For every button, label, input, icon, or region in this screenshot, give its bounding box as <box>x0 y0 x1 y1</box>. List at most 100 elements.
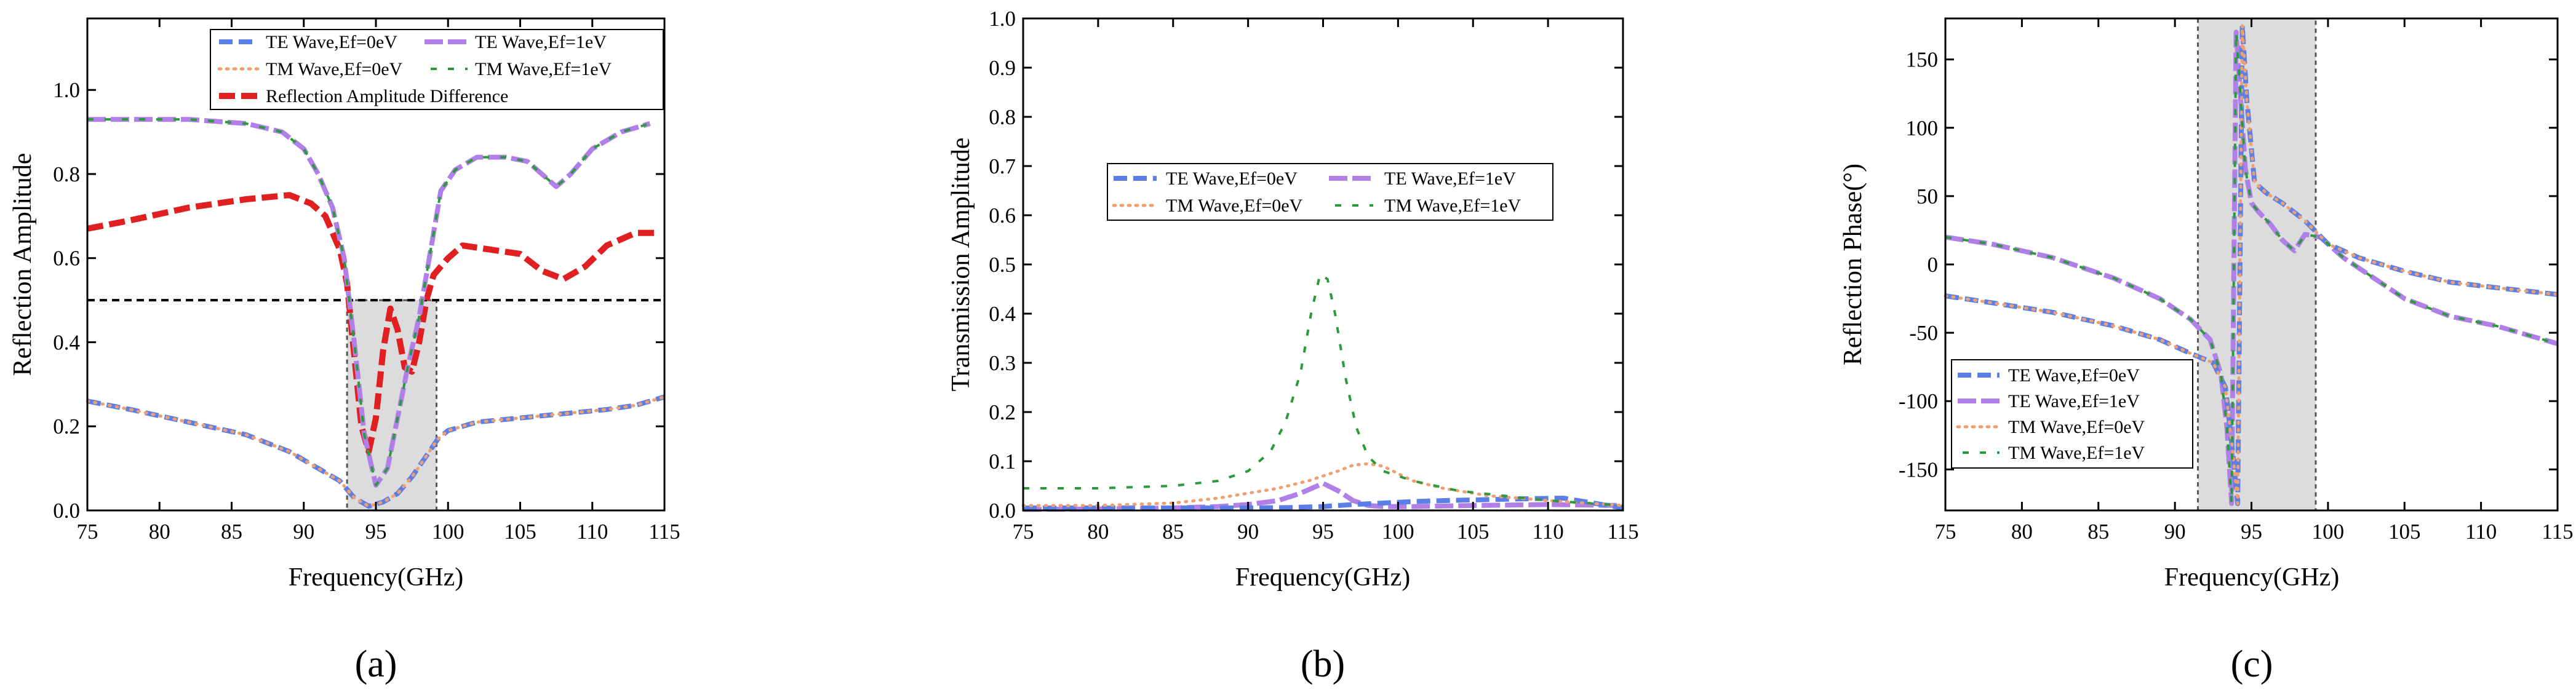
y-tick-label: 1.0 <box>989 7 1016 31</box>
x-tick-label: 85 <box>221 520 242 544</box>
x-tick-label: 100 <box>1382 520 1414 544</box>
legend: TE Wave,Ef=0eV TE Wave,Ef=1eV TM Wave,Ef… <box>210 29 664 110</box>
x-tick-label: 95 <box>2241 520 2262 544</box>
series-line-tm0 <box>1944 23 2559 506</box>
y-tick-label: 0.4 <box>989 302 1016 326</box>
panel-c: 75 80 85 90 95 100 105 110 115 -150 -100 -50 0 50 100… <box>1839 17 2574 685</box>
x-tick-label: 110 <box>576 520 608 544</box>
y-axis-ticks: -150 -100 -50 0 50 100 150 <box>1899 48 2558 482</box>
x-tick-label: 105 <box>1457 520 1489 544</box>
x-tick-label: 105 <box>504 520 536 544</box>
x-tick-label: 90 <box>2164 520 2186 544</box>
legend-label: TM Wave,Ef=0eV <box>1166 196 1303 216</box>
legend-label: TM Wave,Ef=0eV <box>2008 417 2145 437</box>
x-axis-ticks: 75 80 85 90 95 100 105 110 115 <box>77 18 680 544</box>
panel-label: (b) <box>1301 643 1345 685</box>
y-tick-label: 0.2 <box>53 414 80 438</box>
series-group <box>86 117 666 509</box>
series-line-tm1 <box>1023 273 1624 507</box>
y-tick-label: -150 <box>1899 458 1938 482</box>
legend-label: TE Wave,Ef=1eV <box>2008 391 2140 411</box>
x-tick-label: 90 <box>293 520 314 544</box>
panel-label: (a) <box>355 643 397 685</box>
x-tick-label: 115 <box>2542 520 2573 544</box>
x-tick-label: 85 <box>1162 520 1184 544</box>
legend-box <box>1951 359 2193 469</box>
legend: TE Wave,Ef=0eV TE Wave,Ef=1eV TM Wave,Ef… <box>1951 359 2193 469</box>
y-tick-label: 0.1 <box>989 450 1016 474</box>
y-tick-label: 150 <box>1906 48 1939 72</box>
y-tick-label: 0.7 <box>989 154 1016 178</box>
panel-b: 75 80 85 90 95 100 105 110 115 0.00.10.20.30.40.… <box>947 7 1639 685</box>
series-line-te1 <box>1945 30 2559 506</box>
x-tick-label: 80 <box>2011 520 2033 544</box>
x-tick-label: 100 <box>2312 520 2345 544</box>
x-tick-label: 115 <box>648 520 680 544</box>
x-axis-ticks: 75 80 85 90 95 100 105 110 115 <box>1935 18 2574 544</box>
x-tick-label: 80 <box>1087 520 1109 544</box>
y-tick-label: -100 <box>1899 389 1938 413</box>
y-tick-label: 0.8 <box>989 105 1016 129</box>
series-line-te0 <box>1023 496 1624 510</box>
series-line-diff <box>87 192 658 455</box>
y-tick-label: 0.9 <box>989 56 1016 80</box>
y-tick-label: 0.6 <box>53 247 80 271</box>
y-tick-label: 0.5 <box>989 253 1016 277</box>
y-tick-label: 0.6 <box>989 204 1016 228</box>
x-tick-label: 95 <box>1312 520 1334 544</box>
y-axis-label: Reflection Phase(°) <box>1839 164 1867 365</box>
y-tick-label: 0.2 <box>989 400 1016 424</box>
y-axis-label: Transmission Amplitude <box>947 138 975 392</box>
series-line-te1 <box>87 117 651 488</box>
series-line-tm1 <box>87 118 651 486</box>
x-tick-label: 95 <box>365 520 387 544</box>
y-tick-label: 0.4 <box>53 330 80 354</box>
series-group <box>1021 273 1625 512</box>
legend-label: TE Wave,Ef=0eV <box>1166 169 1298 189</box>
x-axis-label: Frequency(GHz) <box>289 563 464 592</box>
x-axis-label: Frequency(GHz) <box>2164 563 2340 592</box>
y-tick-label: 0.0 <box>53 499 80 523</box>
y-tick-label: 0.3 <box>989 351 1016 375</box>
legend-label: TE Wave,Ef=1eV <box>1384 169 1516 189</box>
x-tick-label: 75 <box>77 520 98 544</box>
series-group <box>1944 23 2559 506</box>
legend-label: TE Wave,Ef=0eV <box>2008 365 2140 386</box>
y-axis-ticks: 0.0 0.2 0.4 0.6 0.8 1.0 <box>53 78 664 523</box>
series-line-tm0 <box>1021 462 1625 507</box>
y-tick-label: 0.8 <box>53 162 80 186</box>
legend-label: TE Wave,Ef=1eV <box>475 32 607 52</box>
legend-label: Reflection Amplitude Difference <box>266 86 508 106</box>
y-tick-label: 0 <box>1928 253 1939 277</box>
panel-label: (c) <box>2231 643 2273 685</box>
plot-frame <box>1022 17 1624 512</box>
y-tick-label: -50 <box>1909 321 1938 345</box>
y-axis-ticks: 0.0 0.1 0.2 0.3 0.4 0.5 0.6 0.7 0.8 0.9 1.0 <box>989 7 1623 523</box>
series-line-tm1 <box>1945 31 2558 505</box>
x-tick-label: 105 <box>2388 520 2421 544</box>
x-tick-label: 110 <box>1533 520 1564 544</box>
panel-a: 75 80 85 90 95 100 105 110 115 0.0 0.2 0.4 0.6 0.8 1.… <box>9 17 680 685</box>
series-line-te1 <box>1023 481 1624 512</box>
x-tick-label: 90 <box>1237 520 1259 544</box>
legend-label: TM Wave,Ef=1eV <box>1384 196 1521 216</box>
x-axis-ticks: 75 80 85 90 95 100 105 110 115 <box>1013 18 1639 544</box>
series-line-tm0 <box>86 395 666 508</box>
legend-box <box>1107 163 1553 221</box>
x-tick-label: 100 <box>432 520 465 544</box>
x-axis-label: Frequency(GHz) <box>1235 563 1411 592</box>
legend-label: TE Wave,Ef=0eV <box>266 32 397 52</box>
x-tick-label: 75 <box>1935 520 1956 544</box>
x-tick-label: 75 <box>1013 520 1034 544</box>
x-tick-label: 110 <box>2465 520 2497 544</box>
legend-label: TM Wave,Ef=1eV <box>2008 443 2145 463</box>
x-tick-label: 85 <box>2088 520 2109 544</box>
y-tick-label: 1.0 <box>53 78 80 102</box>
y-axis-label: Reflection Amplitude <box>9 153 37 376</box>
legend-label: TM Wave,Ef=0eV <box>266 59 403 79</box>
legend: TE Wave,Ef=0eV TE Wave,Ef=1eV TM Wave,Ef… <box>1107 163 1553 221</box>
y-tick-label: 100 <box>1906 116 1939 140</box>
x-tick-label: 115 <box>1607 520 1638 544</box>
y-tick-label: 0.0 <box>989 499 1016 523</box>
